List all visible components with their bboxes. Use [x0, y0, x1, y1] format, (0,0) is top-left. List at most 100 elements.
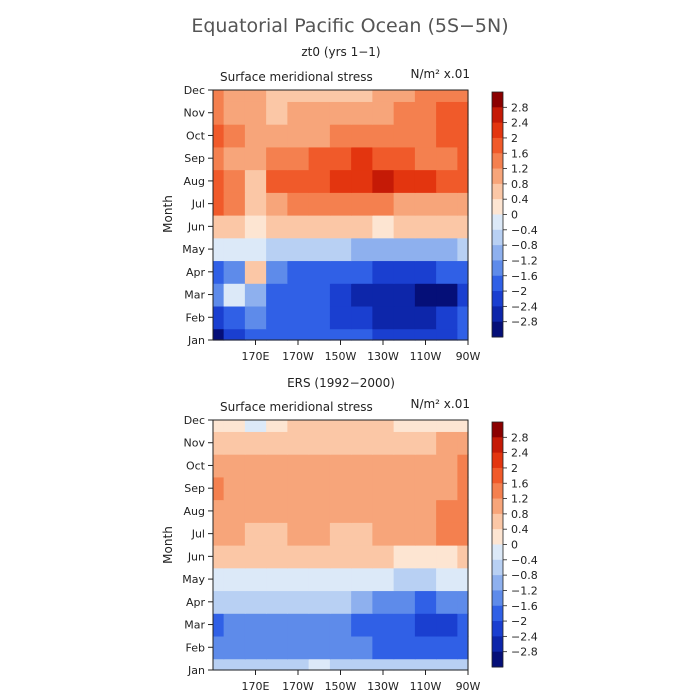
- heatmap-cell: [244, 499, 267, 523]
- heatmap-cell: [213, 237, 225, 262]
- heatmap-cell: [351, 567, 373, 592]
- heatmap-cell: [372, 567, 395, 592]
- y-tick-label: Aug: [184, 505, 205, 518]
- y-tick-label: Jan: [187, 334, 205, 347]
- x-tick-label: 110W: [410, 680, 442, 693]
- colorbar-tick-label: 2.4: [511, 447, 529, 460]
- heatmap-cell: [457, 420, 469, 432]
- heatmap-cell: [351, 101, 373, 125]
- heatmap-cell: [308, 658, 331, 671]
- colorbar-swatch: [492, 137, 503, 154]
- heatmap-cell: [213, 431, 225, 455]
- colorbar-tick-label: 0.8: [511, 178, 529, 191]
- heatmap-cell: [351, 215, 373, 239]
- heatmap-cell: [351, 305, 373, 330]
- colorbar-swatch: [492, 467, 503, 484]
- colorbar-swatch: [492, 636, 503, 653]
- heatmap-cell: [329, 192, 352, 216]
- colorbar-tick-label: −2: [511, 615, 527, 628]
- heatmap-cell: [436, 260, 458, 284]
- heatmap-cell: [436, 454, 458, 478]
- x-tick-label: 90W: [456, 350, 481, 363]
- heatmap-cell: [287, 420, 310, 432]
- colorbar-tick-label: 0: [511, 209, 518, 222]
- heatmap-cell: [414, 590, 437, 614]
- panel-top-subtitle: Surface meridional stress: [220, 70, 373, 84]
- colorbar-swatch: [492, 559, 503, 576]
- heatmap-cell: [351, 283, 373, 307]
- y-tick-label: Jun: [187, 550, 205, 563]
- colorbar-tick-label: 0.8: [511, 508, 529, 521]
- heatmap-cell: [351, 635, 373, 660]
- heatmap-cell: [287, 454, 310, 478]
- heatmap-cell: [213, 522, 225, 546]
- heatmap-cell: [414, 635, 437, 660]
- heatmap-cell: [372, 260, 395, 284]
- heatmap-cell: [329, 658, 352, 671]
- heatmap-cell: [457, 499, 469, 523]
- heatmap-cell: [213, 454, 225, 478]
- y-tick-label: Mar: [184, 619, 205, 632]
- heatmap-cell: [414, 169, 437, 193]
- heatmap-cell: [287, 260, 310, 284]
- heatmap-cell: [436, 124, 458, 148]
- heatmap-cell: [308, 305, 331, 330]
- heatmap-cell: [414, 305, 437, 330]
- heatmap-cell: [457, 613, 469, 637]
- heatmap-cell: [287, 283, 310, 307]
- heatmap-cell: [287, 305, 310, 330]
- heatmap-cell: [244, 545, 267, 569]
- heatmap-cell: [223, 420, 246, 432]
- heatmap-cell: [414, 237, 437, 262]
- y-tick-label: Jul: [191, 198, 205, 211]
- heatmap-cell: [372, 146, 395, 171]
- heatmap-cell: [308, 260, 331, 284]
- figure-title: Equatorial Pacific Ocean (5S−5N): [191, 15, 508, 37]
- heatmap-cell: [393, 431, 416, 455]
- y-tick-label: Sep: [184, 152, 205, 165]
- colorbar-swatch: [492, 168, 503, 185]
- heatmap-cell: [414, 328, 437, 341]
- heatmap-cell: [308, 192, 331, 216]
- heatmap-cell: [393, 260, 416, 284]
- heatmap-cell: [287, 635, 310, 660]
- heatmap-cell: [308, 476, 331, 501]
- heatmap-cell: [393, 545, 416, 569]
- heatmap-cell: [351, 545, 373, 569]
- x-tick-label: 90W: [456, 680, 481, 693]
- heatmap-cell: [213, 613, 225, 637]
- heatmap-cell: [287, 590, 310, 614]
- y-tick-label: Feb: [186, 311, 205, 324]
- heatmap-cell: [329, 454, 352, 478]
- heatmap-cell: [223, 499, 246, 523]
- colorbar-tick-label: 1.2: [511, 163, 529, 176]
- heatmap-cell: [436, 328, 458, 341]
- heatmap-cell: [414, 283, 437, 307]
- heatmap-cell: [244, 215, 267, 239]
- heatmap-cell: [308, 237, 331, 262]
- panel-top: zt0 (yrs 1−1) Surface meridional stress …: [161, 45, 538, 363]
- colorbar-tick-label: 0: [511, 539, 518, 552]
- heatmap-cell: [436, 499, 458, 523]
- heatmap-cell: [457, 124, 469, 148]
- heatmap-cell: [372, 237, 395, 262]
- colorbar-swatch: [492, 529, 503, 545]
- heatmap-cell: [351, 522, 373, 546]
- heatmap-cell: [351, 476, 373, 501]
- y-tick-label: Apr: [186, 266, 206, 279]
- heatmap-cell: [223, 613, 246, 637]
- heatmap-cell: [266, 328, 288, 341]
- heatmap-cell: [457, 283, 469, 307]
- heatmap-cell: [414, 499, 437, 523]
- heatmap-cell: [329, 169, 352, 193]
- heatmap-cell: [351, 499, 373, 523]
- panel-bottom-axes: Jan Feb Mar Apr May Jun Jul Aug Sep Oct Nov Dec 170E…: [182, 414, 480, 693]
- heatmap-cell: [287, 567, 310, 592]
- panel-bottom-heatmap: [213, 420, 469, 671]
- colorbar-swatch: [492, 183, 503, 200]
- y-tick-label: May: [182, 573, 205, 586]
- heatmap-cell: [329, 283, 352, 307]
- x-tick-label: 150W: [325, 350, 357, 363]
- colorbar-swatch: [492, 306, 503, 323]
- heatmap-cell: [223, 146, 246, 171]
